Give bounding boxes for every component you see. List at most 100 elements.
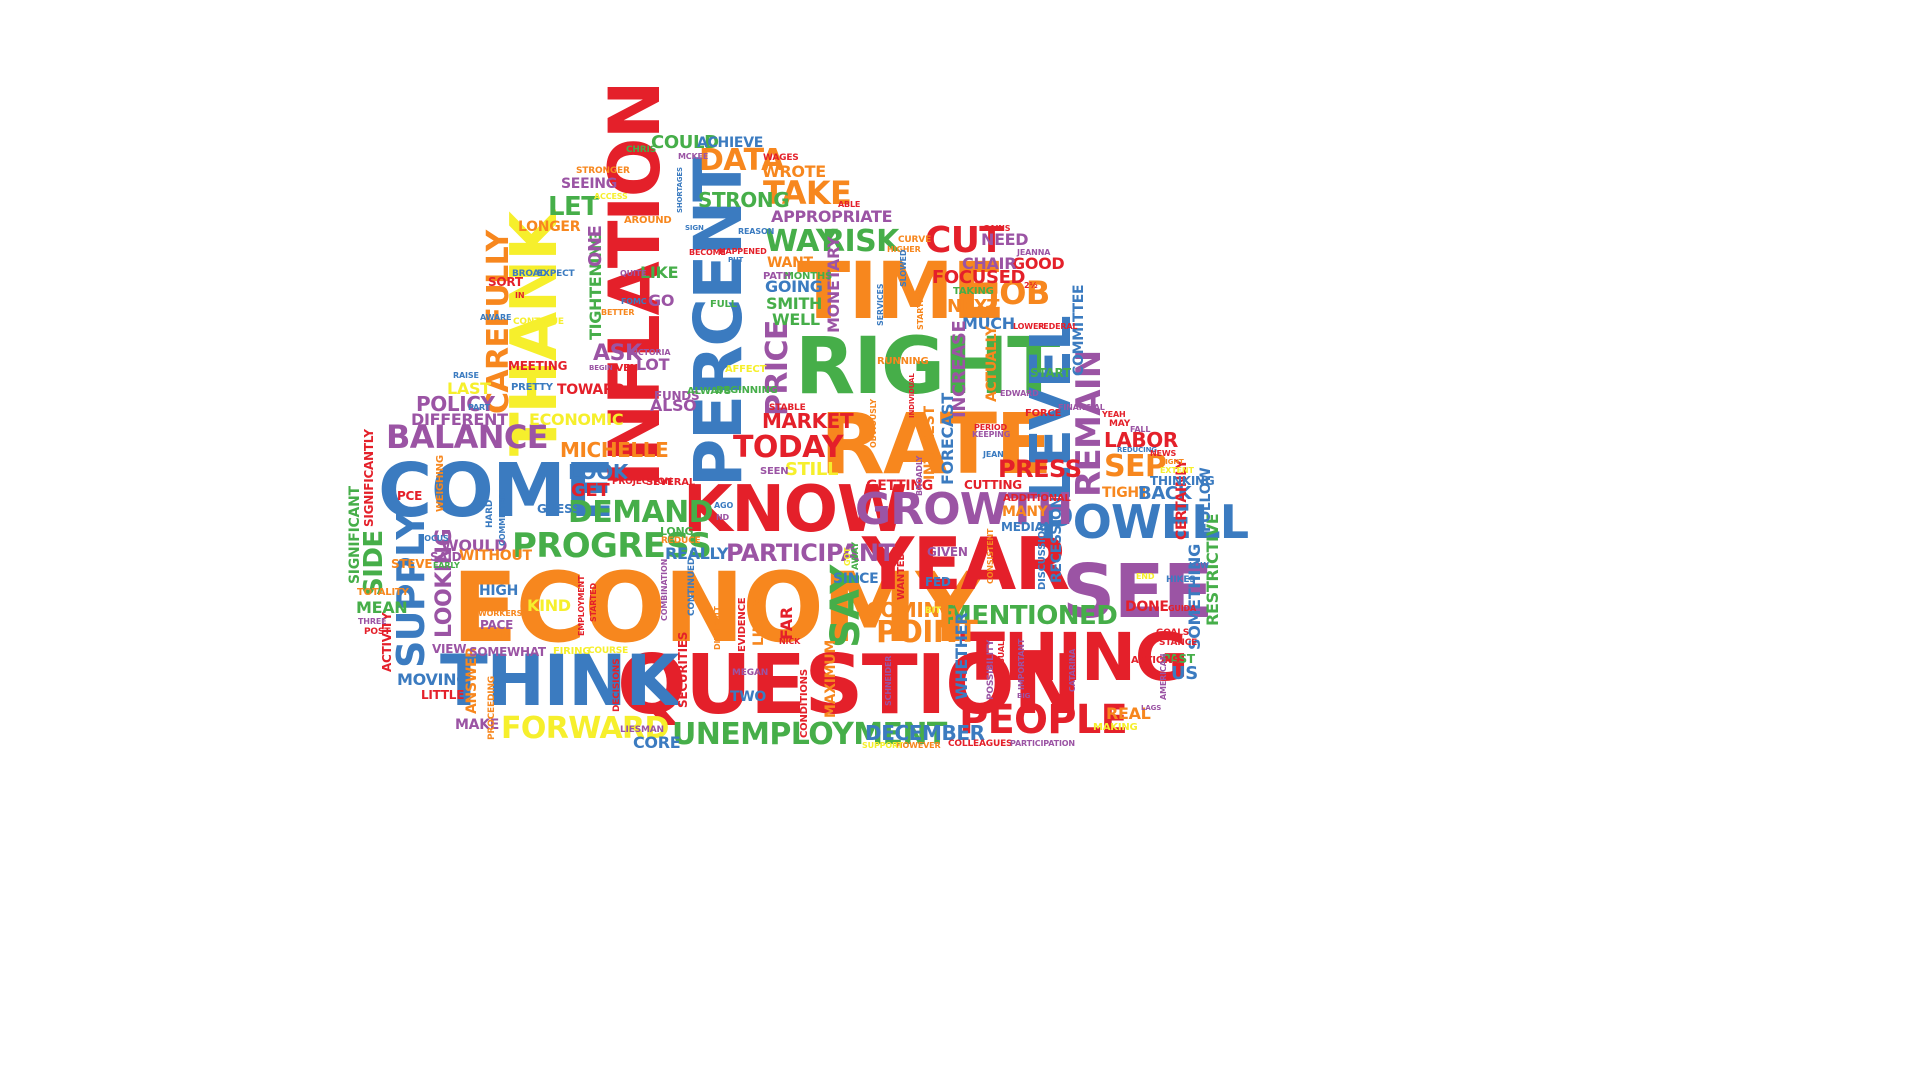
word-meeting: MEETING (508, 359, 568, 373)
word-in: IN (515, 291, 525, 300)
word-got: GOT (843, 547, 852, 566)
word-hi: HI (501, 631, 511, 640)
word-chair: CHAIR (962, 254, 1017, 273)
word-employment: EMPLOYMENT (577, 575, 586, 636)
word-aware: AWARE (480, 313, 512, 322)
word-seen: SEEN (760, 466, 789, 477)
word-somewhat: SOMEWHAT (469, 645, 546, 659)
word-months: MONTHS (784, 271, 833, 282)
word-two-half: 2½ (1024, 281, 1038, 290)
word-begin: BEGIN (589, 364, 613, 372)
word-starting: STARTING (916, 286, 925, 330)
word-federal: FEDERAL (1038, 322, 1078, 331)
word-labor: LABOR (1104, 428, 1178, 452)
word-next: NEXT (947, 296, 1000, 317)
word-quite: QUITE (620, 269, 647, 278)
word-continued: CONTINUED (687, 557, 697, 616)
word-sep: SEP (1104, 449, 1167, 484)
word-start: START (1030, 366, 1071, 380)
word-affect: AFFECT (725, 364, 767, 375)
word-liesman: LIESMAN (620, 725, 664, 735)
word-higher: HIGHER (887, 245, 921, 254)
word-likely: LIKELY (751, 596, 767, 646)
word-broad: BROAD (512, 269, 547, 279)
word-see: SEE (1062, 549, 1213, 635)
word-significantly: SIGNIFICANTLY (362, 429, 376, 527)
word-participation: PARTICIPATION (1010, 739, 1075, 748)
word-far: FAR (777, 607, 796, 640)
word-nick: NICK (779, 637, 801, 646)
word-chris: CHRIS (626, 145, 656, 155)
word-additional: ADDITIONAL (1003, 493, 1071, 504)
word-even: EVEN (609, 363, 638, 374)
word-thinking: THINKING (1150, 474, 1215, 488)
word-let: LET (548, 192, 599, 222)
word-recession: RECESSION (1049, 496, 1065, 583)
word-colleagues: COLLEAGUES (948, 739, 1013, 749)
word-fomc: FOMC (621, 297, 647, 306)
word-curve: CURVE (898, 235, 932, 245)
word-started: STARTED (589, 582, 598, 622)
word-stronger: STRONGER (576, 166, 630, 176)
word-right-small: RIGHT (1160, 458, 1184, 466)
word-cut: CUT (925, 220, 1004, 261)
word-last: LAST (447, 379, 491, 398)
word-question: QUESTION (617, 638, 1082, 733)
word-schneider: SCHNEIDER (884, 655, 893, 706)
word-today: TODAY (733, 430, 844, 465)
word-unemployment: UNEMPLOYMENT (672, 717, 947, 752)
word-many: MANY (1002, 504, 1048, 520)
word-cutting: CUTTING (964, 478, 1022, 492)
word-hard: HARD (485, 499, 495, 528)
word-end: END (1136, 572, 1155, 581)
word-nd: ND (716, 513, 730, 522)
word-think: THINK (440, 640, 680, 722)
word-moving: MOVING (397, 670, 470, 689)
word-able: ABLE (838, 200, 861, 209)
word-bit: BIT (925, 606, 941, 616)
word-away: AWAY (851, 542, 861, 570)
word-yeah: YEAH (1102, 410, 1126, 419)
word-progress: PROGRESS (512, 526, 712, 566)
word-reason: REASON (738, 227, 775, 236)
word-view: VIEW (432, 642, 467, 656)
word-sort: SORT (488, 275, 523, 289)
word-slowed: SLOWED (899, 249, 908, 287)
word-economic: ECONOMIC (529, 410, 624, 429)
word-lot: LOT (636, 355, 670, 374)
word-real: REAL (1106, 704, 1151, 723)
word-low: LOW (1189, 561, 1209, 570)
word-powell: POWELL (1040, 495, 1249, 549)
word-victoria: VICTORIA (629, 348, 671, 357)
word-running: RUNNING (877, 356, 929, 367)
word-kind: KIND (527, 596, 571, 615)
word-michelle: MICHELLE (560, 438, 669, 462)
word-forward: FORWARD (501, 711, 669, 746)
word-raise: RAISE (453, 371, 479, 380)
word-important: IMPORTANT (1017, 638, 1026, 690)
word-evidence: EVIDENCE (737, 597, 748, 652)
word-tight: TIGHT (1102, 485, 1149, 501)
word-price: PRICE (760, 320, 795, 416)
word-jean: JEAN (983, 450, 1004, 459)
word-want: WANT (767, 255, 813, 271)
word-hikes: HIKES (1166, 575, 1196, 585)
word-job: JOB (988, 274, 1050, 312)
word-press: PRESS (998, 455, 1082, 483)
word-better: BETTER (601, 308, 635, 317)
word-actually: ACTUALLY (984, 326, 1000, 402)
word-median: MEDIAN (1001, 520, 1054, 534)
word-long: LONG (660, 525, 694, 538)
word-thing: THING (960, 619, 1189, 696)
word-market: MARKET (762, 409, 854, 433)
word-megan: MEGAN (732, 668, 769, 678)
word-seeing: SEEING (561, 176, 617, 192)
word-stable: STABLE (769, 403, 806, 413)
word-ask: ASK (593, 341, 642, 366)
word-pace: PACE (480, 618, 514, 632)
word-need: NEED (981, 230, 1029, 249)
word-given: GIVEN (927, 545, 968, 559)
word-totality: TOTALITY (357, 587, 409, 598)
word-access: ACCESS (594, 192, 628, 201)
word-lower: LOWER (1013, 322, 1045, 331)
